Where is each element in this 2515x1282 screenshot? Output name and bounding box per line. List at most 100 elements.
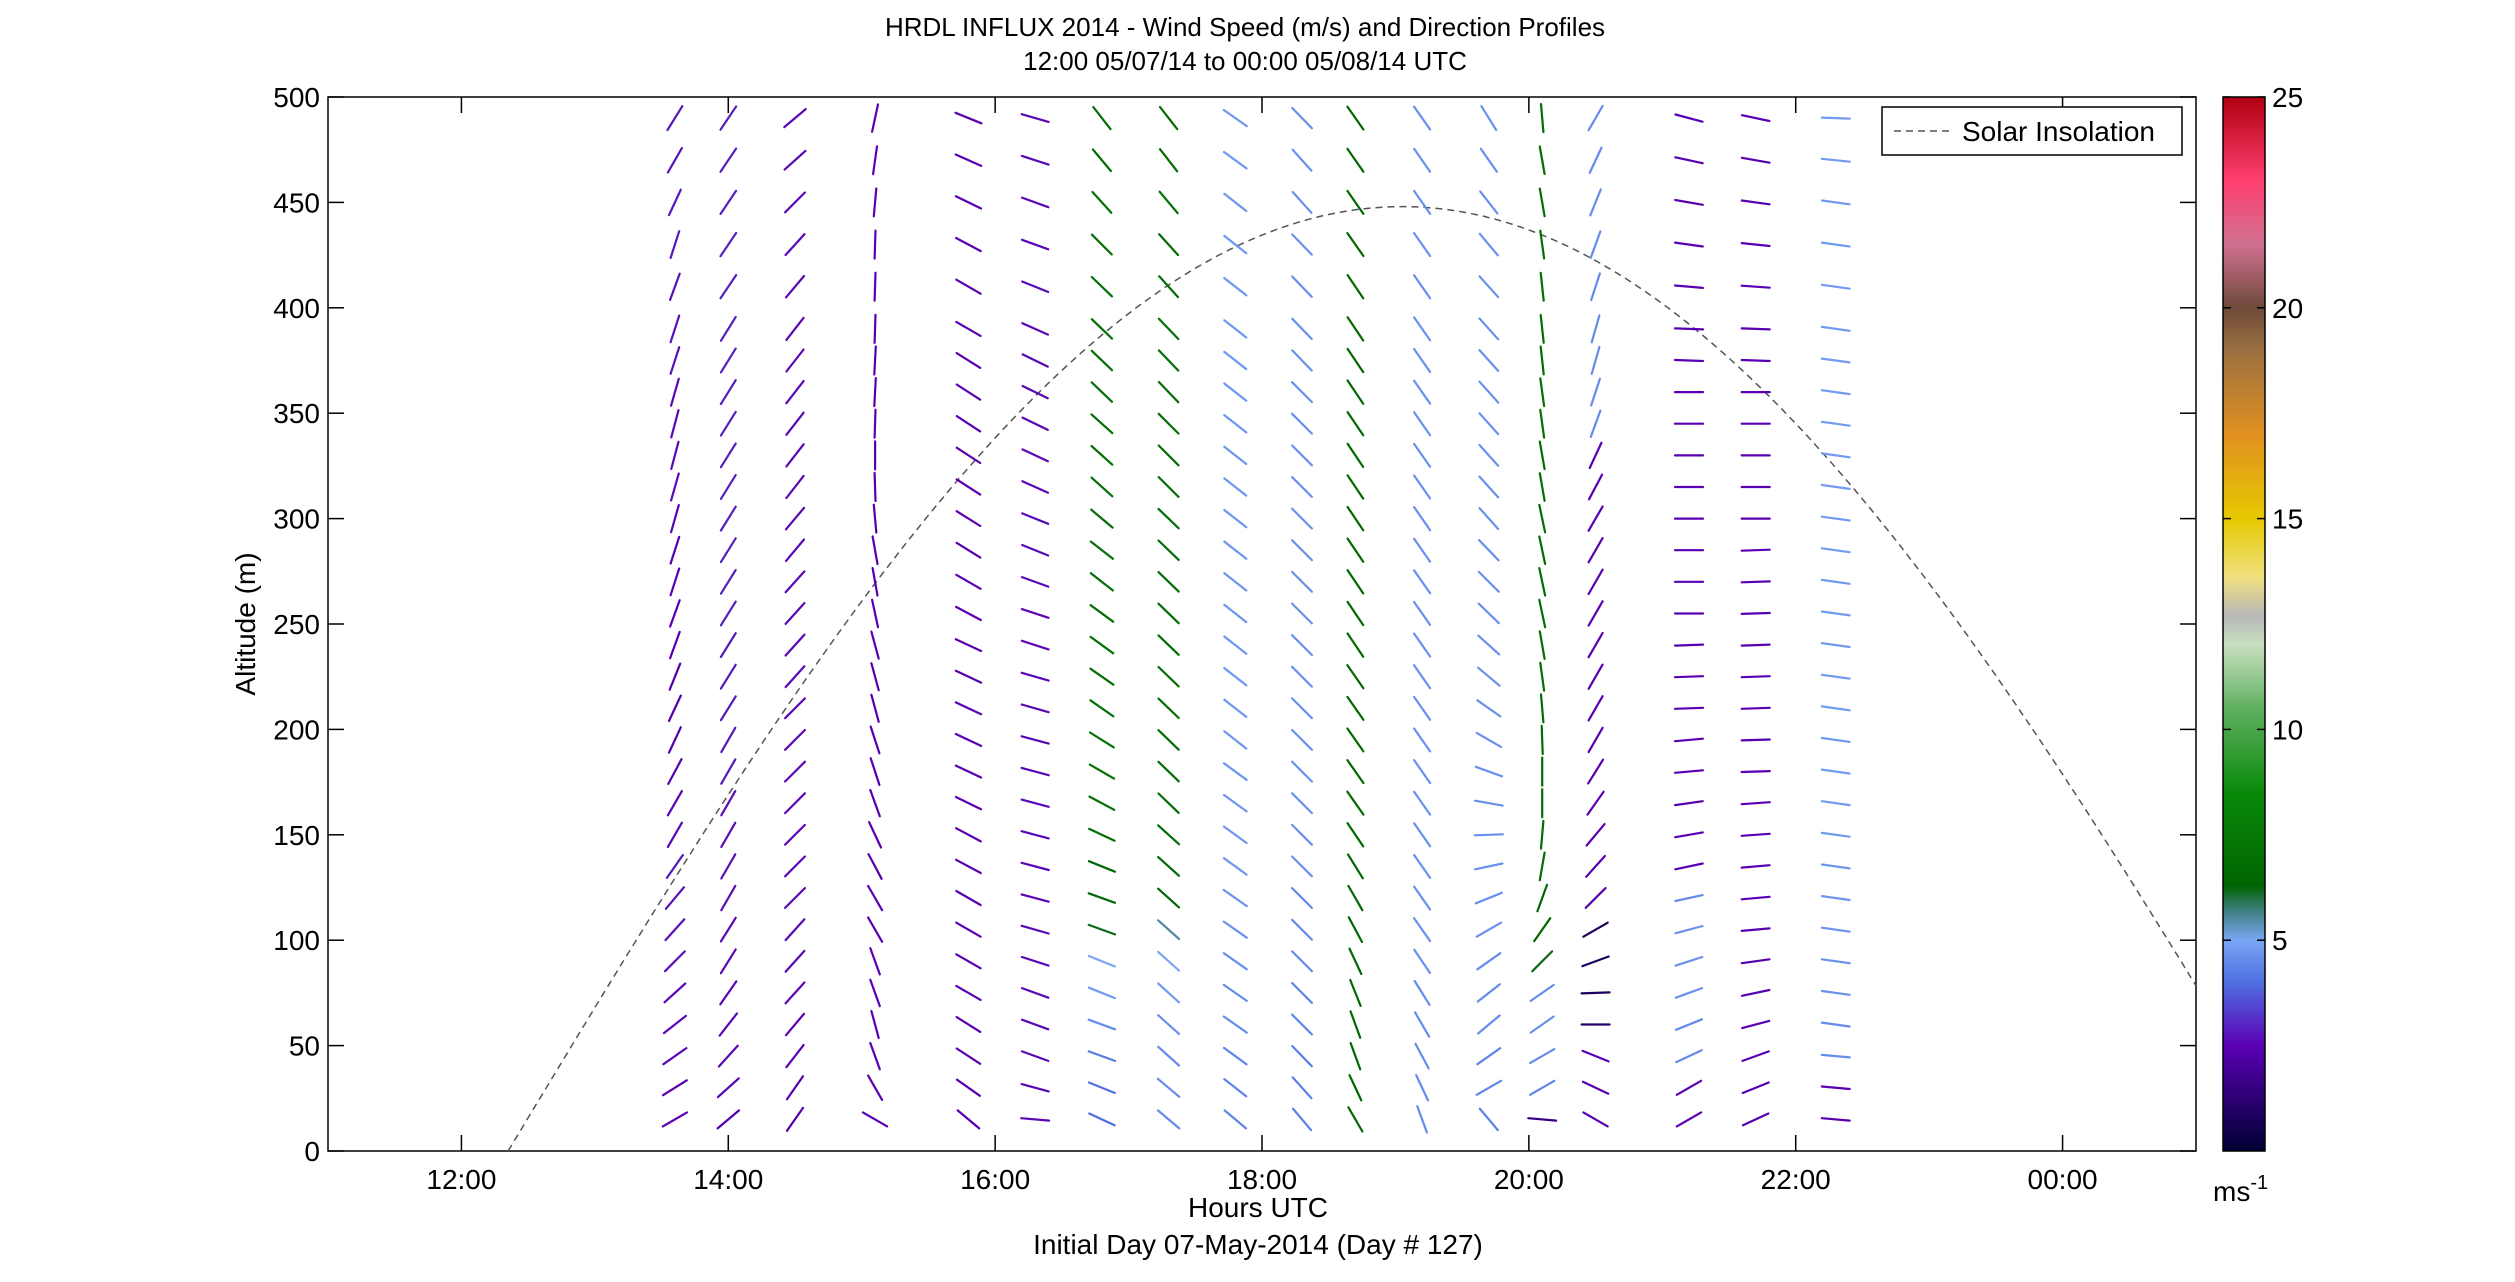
wind-vector	[1539, 819, 1545, 850]
wind-vector	[1673, 769, 1705, 774]
wind-vector	[873, 271, 877, 302]
wind-vector	[666, 821, 684, 849]
wind-vector	[720, 758, 737, 785]
wind-vector	[955, 984, 982, 1002]
wind-vector	[1020, 671, 1050, 682]
wind-vector	[1587, 568, 1604, 596]
wind-vector	[1820, 157, 1851, 163]
wind-vector	[1741, 1081, 1770, 1095]
wind-vector	[1539, 408, 1546, 439]
wind-vector	[1157, 950, 1181, 972]
wind-vector	[1412, 917, 1432, 943]
wind-vector	[1539, 377, 1546, 408]
wind-vector	[1157, 760, 1180, 783]
wind-vector	[1674, 1018, 1704, 1031]
wind-vector	[1222, 1046, 1248, 1066]
colorbar-unit-base: ms	[2213, 1176, 2250, 1207]
wind-vector	[1476, 983, 1502, 1003]
wind-vector	[1740, 643, 1771, 647]
wind-vector	[1087, 1018, 1117, 1031]
wind-vector	[1157, 570, 1180, 593]
wind-vector	[1413, 1011, 1431, 1038]
wind-vector	[719, 189, 738, 216]
wind-vector	[870, 693, 880, 723]
wind-vector	[955, 278, 982, 295]
wind-vector	[1290, 539, 1314, 562]
wind-vector	[1092, 105, 1112, 131]
wind-vector	[1475, 731, 1503, 749]
wind-vector	[1223, 319, 1248, 339]
wind-vector	[954, 732, 983, 748]
wind-vector	[1020, 893, 1050, 903]
x-axis-label: Hours UTC	[1188, 1192, 1328, 1223]
wind-vector	[1223, 445, 1248, 466]
wind-vector	[1414, 1042, 1430, 1070]
wind-vector	[1587, 758, 1605, 785]
wind-vector	[1222, 793, 1248, 813]
wind-vector	[1346, 232, 1365, 258]
wind-vector	[1820, 241, 1851, 248]
wind-vector	[1412, 569, 1432, 595]
wind-vector	[1581, 955, 1610, 968]
wind-vector	[1741, 1050, 1770, 1063]
wind-vector	[1020, 154, 1050, 166]
wind-vector	[1588, 441, 1603, 470]
wind-vector	[1740, 738, 1771, 742]
wind-vector	[1347, 916, 1364, 944]
wind-vector	[954, 638, 983, 653]
wind-vector	[1021, 448, 1050, 463]
wind-vector	[1348, 1073, 1363, 1102]
wind-vector	[719, 600, 737, 627]
wind-vector	[1090, 413, 1114, 435]
wind-vector	[719, 474, 737, 500]
wind-vector	[1588, 146, 1603, 174]
wind-vector	[1290, 792, 1314, 815]
wind-vector	[1223, 508, 1248, 529]
wind-vector	[1587, 600, 1604, 627]
wind-vector	[784, 665, 806, 689]
wind-vector	[1091, 190, 1113, 214]
x-tick-label: 22:00	[1761, 1164, 1831, 1195]
wind-vector	[1412, 105, 1432, 131]
wind-vector	[1291, 106, 1313, 130]
wind-vector	[955, 510, 982, 528]
wind-vector	[1157, 665, 1180, 688]
wind-vector	[1412, 274, 1432, 300]
wind-vector	[866, 916, 884, 943]
wind-vector	[1820, 1085, 1851, 1091]
wind-vector	[1346, 664, 1365, 690]
wind-vector	[1820, 420, 1851, 427]
wind-vector	[955, 383, 982, 401]
wind-vector	[1089, 635, 1115, 655]
wind-vector	[954, 764, 983, 779]
wind-vector	[717, 1044, 739, 1068]
wind-vector	[1587, 473, 1604, 501]
wind-vector	[1088, 795, 1116, 811]
wind-vector	[784, 918, 806, 942]
wind-vector	[1156, 1109, 1181, 1130]
wind-vector	[667, 758, 683, 786]
wind-vector	[954, 669, 983, 684]
chart-title: HRDL INFLUX 2014 - Wind Speed (m/s) and …	[885, 12, 1605, 42]
wind-vector	[1021, 512, 1050, 525]
wind-vector	[1741, 1112, 1770, 1127]
wind-vector	[1820, 1021, 1851, 1028]
wind-vector	[1820, 736, 1851, 744]
wind-vector	[1538, 145, 1546, 176]
wind-vector	[954, 795, 983, 811]
wind-vector	[661, 1079, 688, 1097]
wind-vector	[1538, 440, 1546, 471]
wind-vector	[1740, 156, 1771, 164]
wind-vector	[1475, 921, 1503, 938]
wind-vector	[1477, 602, 1501, 625]
wind-vector	[1478, 443, 1500, 467]
wind-vector	[1412, 632, 1432, 658]
wind-vector	[1674, 893, 1704, 903]
y-axis-label: Altitude (m)	[230, 552, 261, 695]
wind-vector	[1582, 1111, 1609, 1128]
wind-vector	[1820, 831, 1851, 838]
wind-vector	[670, 409, 680, 439]
wind-vector	[1223, 192, 1248, 213]
wind-vector	[1820, 1053, 1851, 1059]
